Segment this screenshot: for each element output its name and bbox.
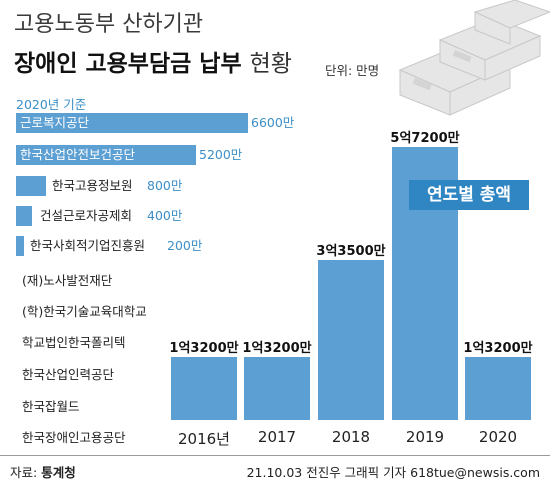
no-bar-item-2: 학교법인한국폴리텍 bbox=[22, 335, 126, 350]
year-axis-label-2: 2018 bbox=[331, 428, 371, 446]
hbar-1-value: 5200만 bbox=[199, 147, 243, 162]
year-bar-0 bbox=[171, 357, 237, 420]
hbar-1 bbox=[16, 145, 196, 165]
no-bar-item-5: 한국장애인고용공단 bbox=[22, 430, 126, 445]
title-bold: 장애인 고용부담금 납부 bbox=[14, 51, 242, 77]
title-light: 현황 bbox=[249, 51, 292, 77]
no-bar-item-4: 한국잡월드 bbox=[22, 399, 80, 414]
no-bar-item-3: 한국산업인력공단 bbox=[22, 367, 115, 382]
hbar-3-value: 400만 bbox=[147, 208, 183, 223]
year-label: 2020년 기준 bbox=[16, 97, 87, 112]
hbar-3 bbox=[16, 206, 32, 226]
year-bar-label-2: 3억3500만 bbox=[316, 244, 386, 260]
year-bar-2 bbox=[318, 260, 384, 420]
year-bar-label-4: 1억3200만 bbox=[463, 341, 533, 356]
hbar-0 bbox=[16, 113, 248, 133]
year-bar-label-3: 5억7200만 bbox=[390, 131, 460, 146]
hbar-2-name: 한국고용정보원 bbox=[52, 178, 133, 193]
source-prefix: 자료: bbox=[10, 465, 42, 480]
hbar-1-name: 한국산업안전보건공단 bbox=[20, 147, 136, 162]
year-axis-label-4: 2020 bbox=[478, 428, 518, 446]
hbar-4 bbox=[16, 236, 24, 256]
hbar-2-value: 800만 bbox=[147, 178, 183, 193]
year-bar-1 bbox=[244, 357, 310, 420]
yearly-total-badge: 연도별 총액 bbox=[409, 180, 529, 210]
no-bar-item-1: (학)한국기술교육대학교 bbox=[22, 304, 147, 319]
credit-label: 21.10.03 전진우 그래픽 기자 618tue@newsis.com bbox=[246, 465, 540, 480]
year-bar-label-1: 1억3200만 bbox=[242, 341, 312, 356]
hbar-0-name: 근로복지공단 bbox=[20, 115, 90, 130]
year-bar-label-0: 1억3200만 bbox=[169, 341, 239, 356]
year-bar-4 bbox=[465, 357, 531, 420]
hbar-0-value: 6600만 bbox=[251, 115, 295, 130]
title-line-1: 고용노동부 산하기관 bbox=[14, 12, 204, 37]
hbar-4-name: 한국사회적기업진흥원 bbox=[30, 238, 146, 253]
footer-divider bbox=[0, 455, 550, 456]
money-stack-illustration bbox=[398, 0, 550, 116]
unit-label: 단위: 만명 bbox=[325, 63, 380, 78]
source-name: 통계청 bbox=[41, 465, 76, 480]
year-axis-label-0: 2016년 bbox=[178, 430, 230, 448]
hbar-2 bbox=[16, 176, 46, 196]
source-label: 자료: 통계청 bbox=[10, 462, 76, 481]
no-bar-item-0: (재)노사발전재단 bbox=[22, 273, 113, 288]
hbar-4-value: 200만 bbox=[167, 238, 203, 253]
year-axis-label-1: 2017 bbox=[257, 428, 297, 446]
title-line-2: 장애인 고용부담금 납부 현황 bbox=[14, 44, 292, 78]
hbar-3-name: 건설근로자공제회 bbox=[40, 208, 133, 223]
year-axis-label-3: 2019 bbox=[405, 428, 445, 446]
